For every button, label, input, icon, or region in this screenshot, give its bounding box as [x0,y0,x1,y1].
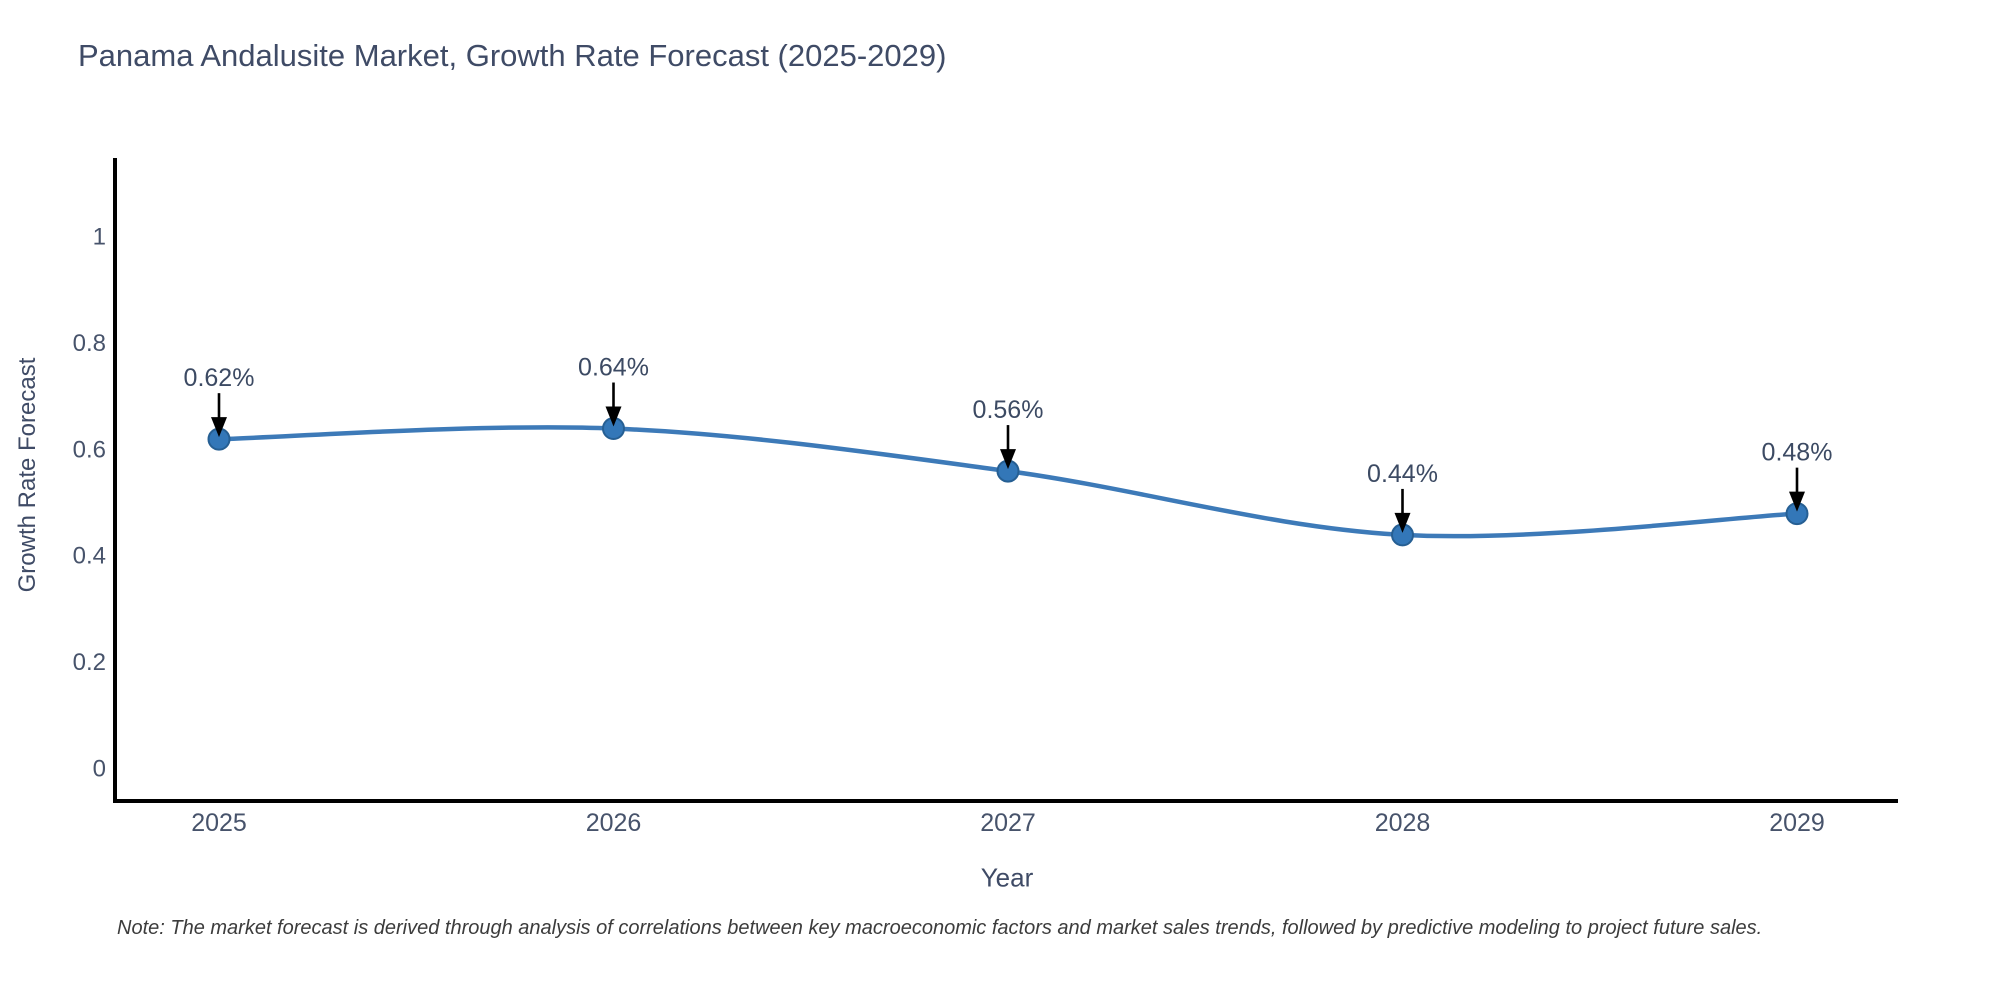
annotation-arrowhead [1000,449,1016,470]
y-tick-label: 0.4 [73,543,106,570]
annotation-label: 0.44% [1367,460,1438,488]
chart-title: Panama Andalusite Market, Growth Rate Fo… [78,38,947,73]
annotation-arrowhead [1789,491,1805,512]
annotation-label: 0.64% [578,354,649,382]
annotation-label: 0.56% [973,396,1044,424]
y-tick-label: 0.8 [73,330,106,357]
x-tick-label: 2027 [980,809,1036,837]
chart-footnote: Note: The market forecast is derived thr… [117,917,1763,939]
y-tick-label: 0 [93,756,106,783]
annotation-arrowhead [605,406,622,427]
x-tick-label: 2028 [1375,809,1431,837]
y-tick-label: 1 [93,224,106,251]
x-axis-title: Year [980,862,1034,893]
x-tick-label: 2025 [191,809,247,837]
y-tick-label: 0.6 [73,436,106,463]
annotation-arrowhead [1394,512,1411,533]
y-tick-label: 0.2 [73,649,106,676]
x-tick-label: 2026 [586,809,642,837]
x-tick-label: 2029 [1769,809,1825,837]
annotation-arrowhead [211,417,227,438]
annotation-label: 0.48% [1762,439,1833,467]
y-axis-title: Growth Rate Forecast [14,357,41,593]
annotation-label: 0.62% [184,364,255,392]
